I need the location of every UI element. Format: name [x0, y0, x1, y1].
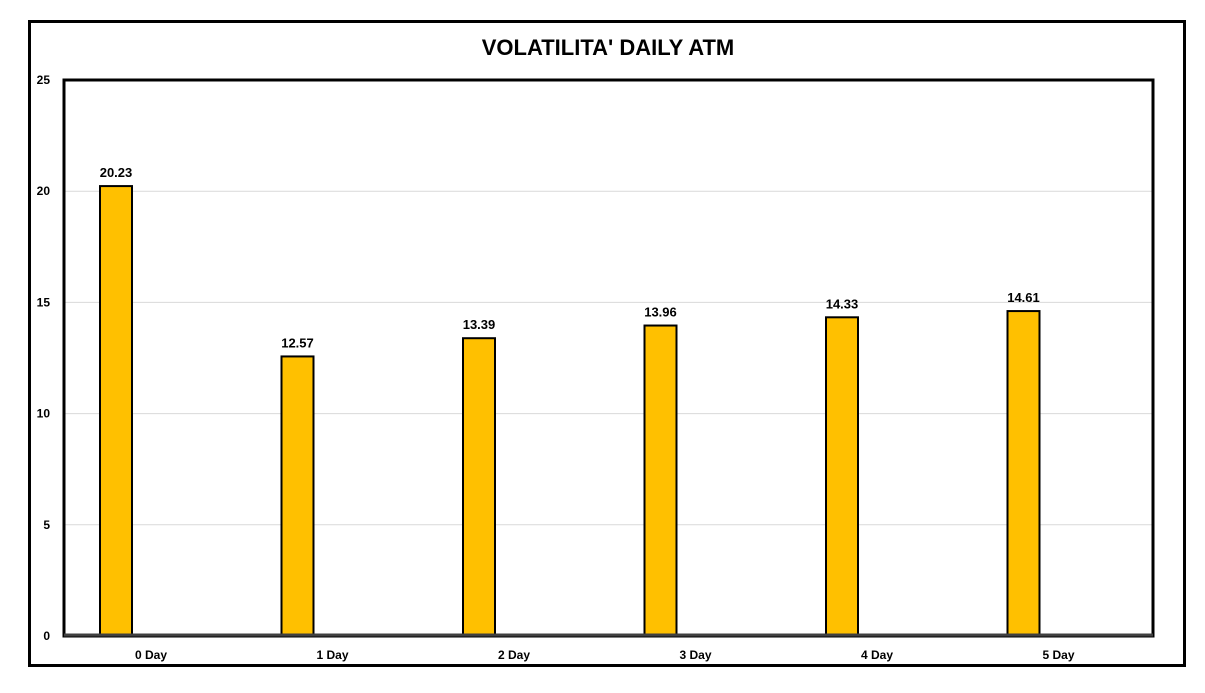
y-axis-ticks: 0 5 10 15 20 25 [37, 73, 51, 643]
data-label: 14.33 [826, 296, 859, 311]
x-tick-label: 2 Day [498, 648, 530, 662]
y-tick-label: 25 [37, 73, 51, 87]
y-tick-label: 0 [43, 629, 50, 643]
x-axis-ticks: 0 Day 1 Day 2 Day 3 Day 4 Day 5 Day [135, 648, 1075, 662]
y-tick-label: 5 [43, 518, 50, 532]
data-label: 20.23 [100, 165, 133, 180]
x-tick-label: 0 Day [135, 648, 167, 662]
bar [280, 355, 315, 637]
plot-area-border [62, 78, 1155, 638]
bar [643, 324, 678, 637]
bar [825, 316, 859, 637]
data-label: 13.96 [644, 305, 677, 320]
y-tick-label: 10 [37, 407, 51, 421]
data-label: 12.57 [281, 335, 314, 350]
x-tick-label: 5 Day [1042, 648, 1074, 662]
data-labels: 20.23 12.57 13.39 13.96 14.33 14.61 [100, 165, 1040, 350]
data-label: 13.39 [463, 317, 496, 332]
bar [462, 337, 496, 637]
x-tick-label: 3 Day [679, 648, 711, 662]
bar [99, 185, 133, 637]
bar [1006, 310, 1041, 637]
chart-frame [28, 20, 1186, 667]
y-tick-label: 15 [37, 295, 51, 309]
y-tick-label: 20 [37, 184, 51, 198]
gridlines [64, 190, 1153, 526]
data-label: 14.61 [1007, 290, 1040, 305]
bars [99, 185, 1041, 637]
chart-title: VOLATILITA' DAILY ATM [482, 35, 735, 60]
x-tick-label: 1 Day [316, 648, 348, 662]
x-tick-label: 4 Day [861, 648, 893, 662]
